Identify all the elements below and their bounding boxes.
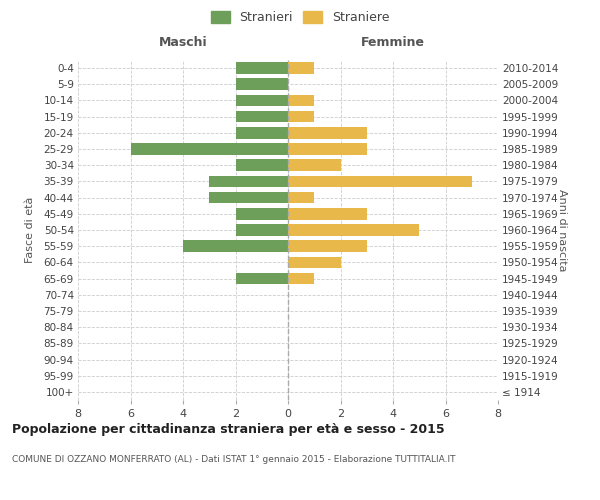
- Bar: [288, 94, 314, 106]
- Bar: [288, 240, 367, 252]
- Bar: [288, 111, 314, 122]
- Y-axis label: Anni di nascita: Anni di nascita: [557, 188, 567, 271]
- Bar: [235, 78, 288, 90]
- Text: Femmine: Femmine: [361, 36, 425, 49]
- Bar: [209, 192, 288, 203]
- Bar: [235, 127, 288, 138]
- Y-axis label: Fasce di età: Fasce di età: [25, 197, 35, 263]
- Bar: [288, 256, 341, 268]
- Bar: [235, 208, 288, 220]
- Bar: [288, 208, 367, 220]
- Bar: [288, 127, 367, 138]
- Bar: [288, 176, 472, 188]
- Bar: [235, 111, 288, 122]
- Bar: [209, 176, 288, 188]
- Legend: Stranieri, Straniere: Stranieri, Straniere: [208, 8, 392, 26]
- Bar: [288, 160, 341, 171]
- Text: Maschi: Maschi: [158, 36, 208, 49]
- Bar: [130, 143, 288, 155]
- Text: COMUNE DI OZZANO MONFERRATO (AL) - Dati ISTAT 1° gennaio 2015 - Elaborazione TUT: COMUNE DI OZZANO MONFERRATO (AL) - Dati …: [12, 455, 455, 464]
- Bar: [235, 62, 288, 74]
- Bar: [288, 143, 367, 155]
- Bar: [235, 272, 288, 284]
- Bar: [183, 240, 288, 252]
- Text: Popolazione per cittadinanza straniera per età e sesso - 2015: Popolazione per cittadinanza straniera p…: [12, 422, 445, 436]
- Bar: [288, 272, 314, 284]
- Bar: [288, 62, 314, 74]
- Bar: [235, 160, 288, 171]
- Bar: [235, 94, 288, 106]
- Bar: [288, 224, 419, 236]
- Bar: [235, 224, 288, 236]
- Bar: [288, 192, 314, 203]
